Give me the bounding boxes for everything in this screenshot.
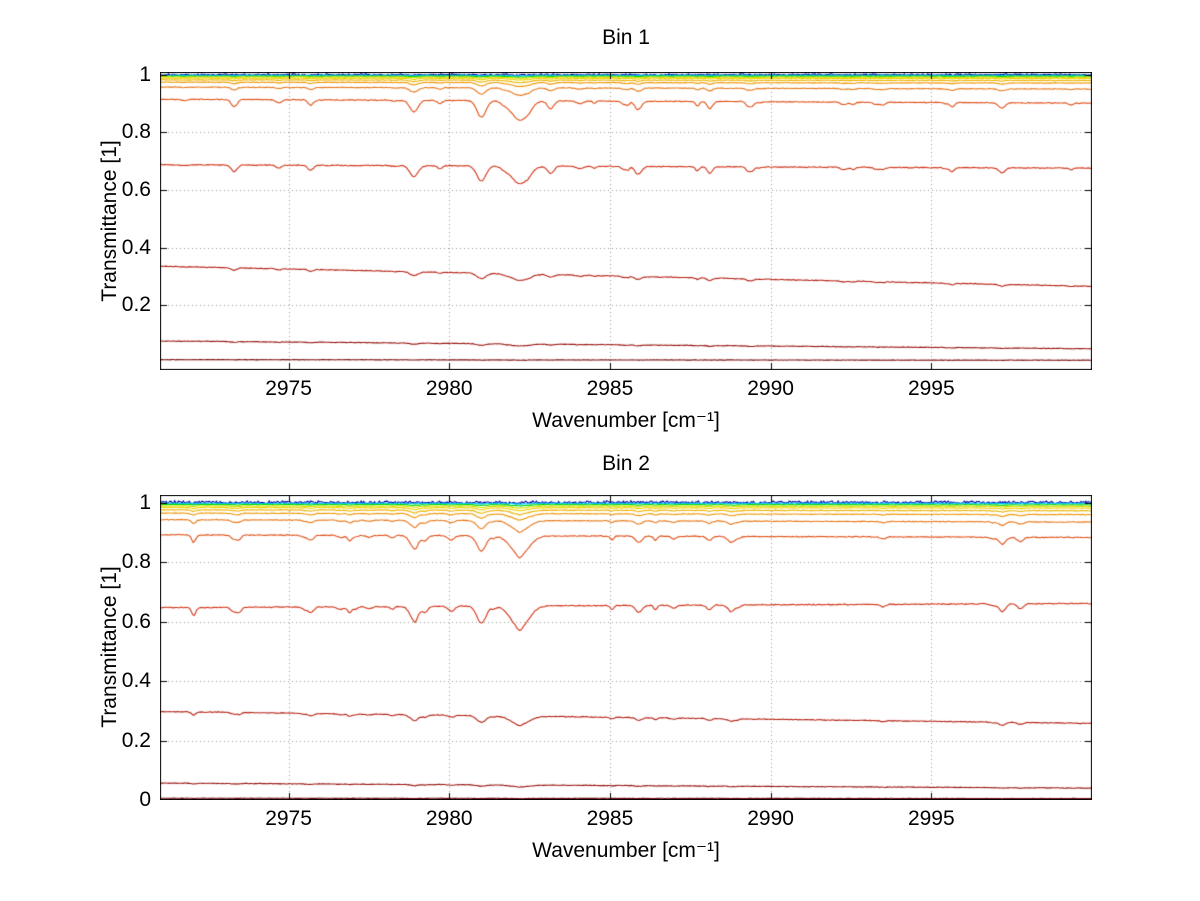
y-tick-label: 0.2	[121, 293, 151, 317]
x-tick-label: 2995	[907, 807, 955, 830]
y-tick-label: 0.6	[121, 178, 151, 201]
y-tick-label: 0.4	[121, 669, 151, 693]
x-tick-label: 2985	[586, 377, 634, 400]
bin2-plot-area: 2975 2980 2985 2990 2995 0 0.2 0.4 0.6 0.8 1	[122, 491, 1092, 830]
x-tick-label: 2985	[586, 807, 634, 830]
bin1-xlabel: Wavenumber [cm⁻¹]	[532, 409, 720, 432]
x-tick-label: 2975	[265, 377, 312, 400]
x-tick-label: 2990	[747, 377, 794, 400]
x-tick-label: 2980	[425, 377, 473, 400]
x-tick-label: 2975	[265, 807, 312, 830]
y-tick-label: 0.4	[121, 235, 151, 259]
y-tick-label: 0.2	[121, 728, 151, 752]
bin1-ylabel: Transmittance [1]	[98, 140, 121, 302]
bin1-plot-canvas	[160, 72, 1092, 370]
y-tick-label: 1	[139, 62, 151, 86]
y-tick-label: 0.8	[121, 550, 151, 574]
bin2-ylabel: Transmittance [1]	[98, 566, 121, 728]
y-tick-label: 0.8	[121, 120, 151, 144]
x-tick-label: 2980	[425, 807, 473, 830]
x-tick-label: 2995	[907, 377, 955, 400]
bin2-xlabel: Wavenumber [cm⁻¹]	[532, 839, 720, 862]
bin1-plot-area: 2975 2980 2985 2990 2995 0.2 0.4 0.6 0.8 1	[122, 63, 1092, 400]
x-tick-label: 2990	[747, 807, 794, 830]
y-tick-label: 1	[139, 491, 151, 515]
y-tick-label: 0.6	[121, 609, 151, 633]
y-tick-label: 0	[139, 788, 151, 811]
bin1-title: Bin 1	[602, 26, 650, 49]
bin2-plot-canvas	[160, 495, 1092, 800]
bin2-title: Bin 2	[602, 452, 650, 475]
